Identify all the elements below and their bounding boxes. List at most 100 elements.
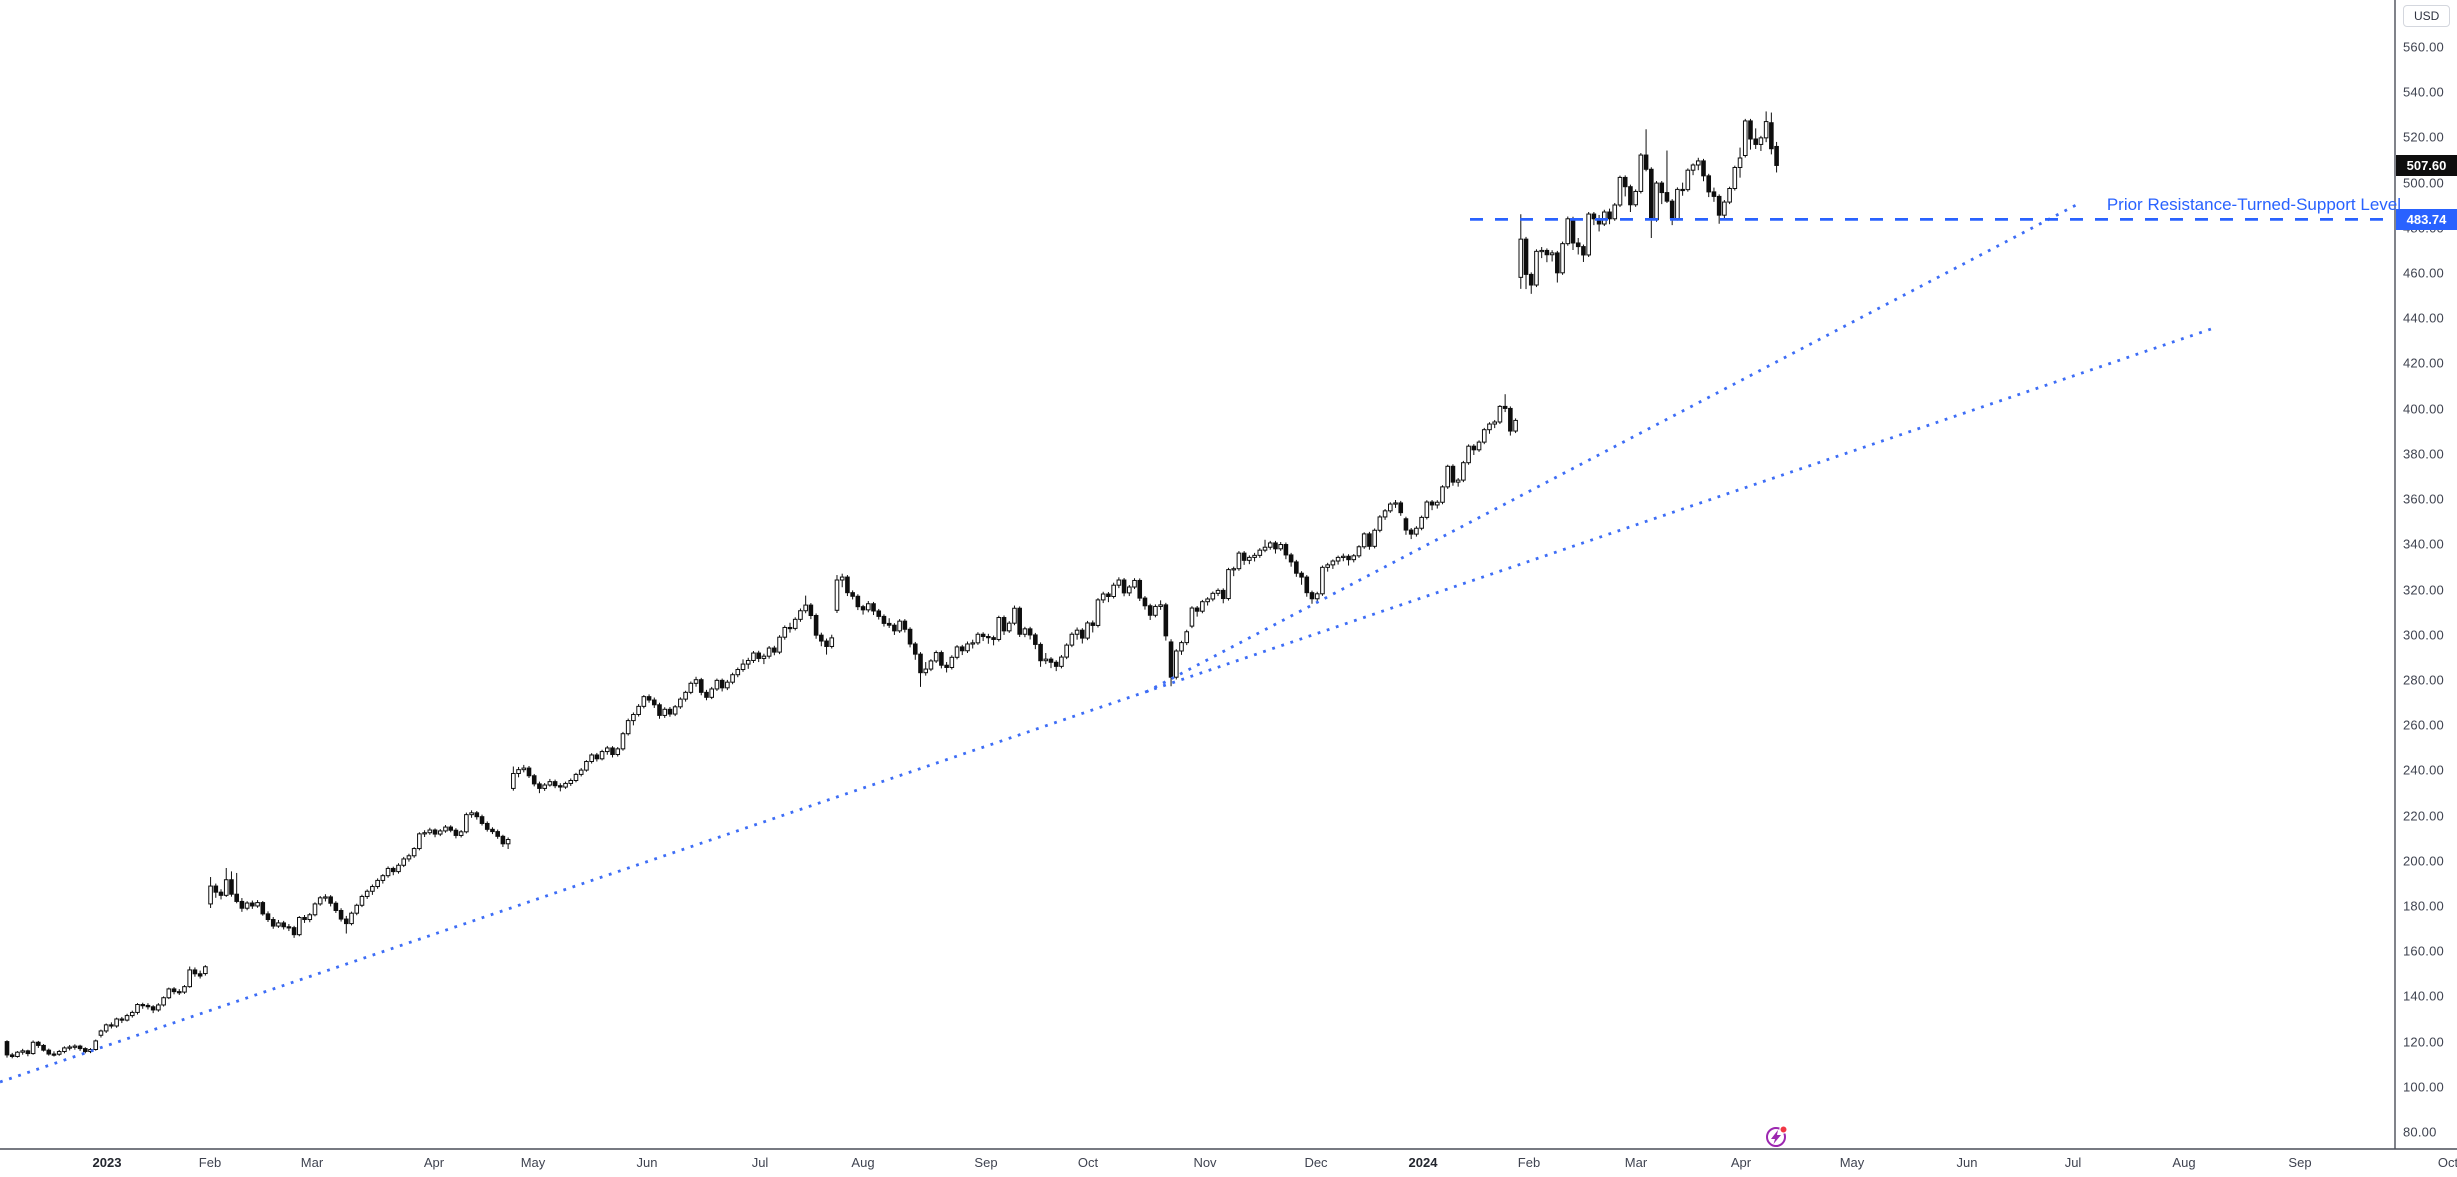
candle — [928, 660, 934, 670]
currency-toggle-button[interactable]: USD — [2403, 5, 2451, 27]
candle — [777, 636, 782, 653]
candle — [145, 1004, 151, 1008]
candle — [578, 769, 584, 775]
candle — [552, 781, 558, 787]
lightning-icon — [1771, 1130, 1781, 1144]
candle — [1147, 605, 1153, 616]
candle — [364, 890, 370, 897]
candle — [432, 829, 438, 835]
candle — [1513, 419, 1518, 432]
candle — [46, 1049, 52, 1055]
month-tick-label: Mar — [300, 1155, 324, 1170]
candle — [819, 634, 824, 642]
candle — [255, 902, 260, 907]
candle — [448, 826, 453, 831]
candle — [1455, 479, 1461, 483]
candle — [1575, 242, 1581, 248]
candle — [944, 664, 949, 668]
candle — [850, 592, 855, 597]
candle — [77, 1045, 83, 1050]
candle — [1690, 164, 1696, 171]
trendline-lower[interactable] — [0, 325, 2218, 1084]
candle — [338, 909, 344, 920]
candle — [349, 912, 354, 925]
trendline-upper[interactable] — [1145, 202, 2079, 694]
support-level-label[interactable]: Prior Resistance-Turned-Support Level — [2106, 195, 2401, 214]
candle — [1033, 634, 1038, 645]
candle — [573, 773, 579, 782]
candle — [787, 626, 793, 630]
candle — [1742, 120, 1748, 156]
candle — [1758, 137, 1764, 145]
candle — [124, 1015, 130, 1021]
candle — [307, 914, 313, 921]
candle — [1173, 650, 1179, 678]
candle — [1220, 589, 1226, 600]
candle — [1487, 423, 1492, 431]
candle — [1194, 607, 1200, 612]
candle — [495, 831, 500, 837]
candle — [1669, 200, 1675, 220]
candle — [1748, 120, 1753, 140]
price-tick-label: 120.00 — [2403, 1034, 2444, 1050]
candle — [1774, 145, 1779, 166]
candle — [1309, 592, 1315, 600]
month-tick-label: Nov — [1193, 1155, 1217, 1170]
candle — [594, 754, 600, 760]
price-tick-label: 340.00 — [2403, 536, 2444, 552]
candle — [1059, 656, 1064, 667]
candle — [474, 812, 480, 818]
candle — [464, 814, 469, 833]
candle — [1440, 486, 1445, 503]
candle — [1064, 644, 1069, 658]
candle — [1325, 564, 1330, 568]
earnings-event-icon[interactable] — [1766, 1125, 1788, 1147]
candle — [1006, 622, 1012, 632]
candle — [281, 922, 286, 928]
candle — [866, 603, 871, 611]
candle — [808, 604, 814, 616]
candle — [250, 902, 255, 907]
month-tick-label: Jun — [1956, 1155, 1978, 1170]
candle — [260, 902, 266, 915]
candle — [678, 698, 683, 708]
candle — [563, 782, 568, 788]
candle — [1090, 622, 1096, 626]
candle — [297, 916, 302, 936]
month-tick-label: Jul — [751, 1155, 769, 1170]
candle — [25, 1050, 31, 1055]
candle — [1038, 643, 1043, 662]
candle — [537, 783, 542, 789]
support-price-badge: 483.74 — [2396, 208, 2457, 230]
candle — [1706, 175, 1712, 193]
candle — [1048, 658, 1054, 663]
candle — [1654, 182, 1659, 221]
candle — [991, 637, 996, 640]
candle — [103, 1024, 109, 1032]
candle — [996, 617, 1002, 640]
candle — [385, 867, 391, 877]
candle — [1727, 188, 1732, 203]
candle — [1680, 188, 1685, 192]
candle — [208, 885, 213, 905]
candle — [667, 708, 673, 715]
candle — [390, 867, 396, 873]
candle — [735, 669, 741, 676]
candle — [892, 624, 897, 632]
candle — [150, 1006, 156, 1011]
candle — [140, 1004, 146, 1007]
candle — [244, 902, 250, 909]
candle — [1555, 252, 1560, 274]
candle — [1508, 407, 1513, 432]
candle — [1476, 441, 1482, 451]
candle — [401, 858, 407, 866]
candle — [610, 747, 615, 756]
candle — [129, 1011, 135, 1017]
candle — [1591, 213, 1597, 220]
candle — [1367, 533, 1372, 547]
candle — [1341, 555, 1346, 558]
candle — [1429, 501, 1435, 506]
month-tick-label: Dec — [1304, 1155, 1328, 1170]
candle — [270, 919, 276, 927]
